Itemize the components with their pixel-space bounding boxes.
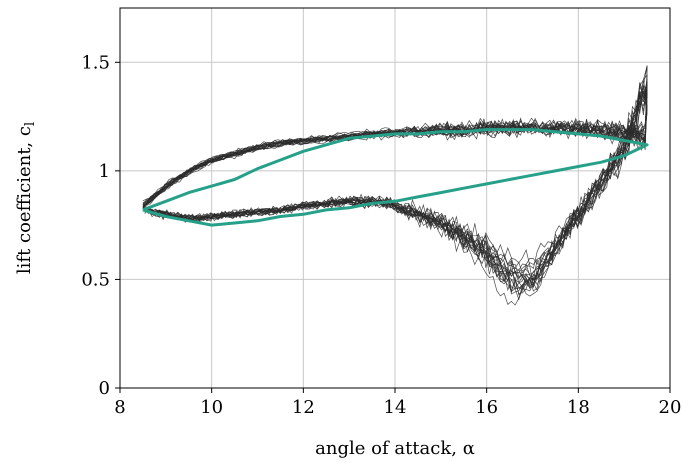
cycle-curve [142, 86, 648, 292]
y-tick-label: 0 [99, 378, 110, 399]
mean-curve [142, 128, 649, 227]
x-tick-label: 16 [475, 397, 498, 418]
x-tick-label: 12 [292, 397, 315, 418]
cycle-curves [142, 65, 648, 306]
x-axis-label: angle of attack, α [315, 438, 475, 459]
x-tick-label: 10 [200, 397, 223, 418]
x-tick-label: 8 [114, 397, 125, 418]
x-tick-label: 20 [659, 397, 682, 418]
grid [119, 8, 671, 389]
mean-curve-line [142, 128, 649, 227]
y-tick-label: 0.5 [81, 269, 110, 290]
x-tick-label: 18 [567, 397, 590, 418]
x-tick-label: 14 [384, 397, 407, 418]
y-axis-label-subscript: l [23, 122, 38, 126]
cycle-curve [142, 92, 648, 282]
y-axis-label-main: lift coefficient, c [14, 126, 35, 274]
y-axis-label: lift coefficient, cl [14, 122, 38, 274]
y-tick-label: 1 [99, 161, 110, 182]
axis-ticks: 8 10 12 14 16 18 20 0 0.5 1 1.5 [81, 52, 681, 418]
y-tick-label: 1.5 [81, 52, 110, 73]
